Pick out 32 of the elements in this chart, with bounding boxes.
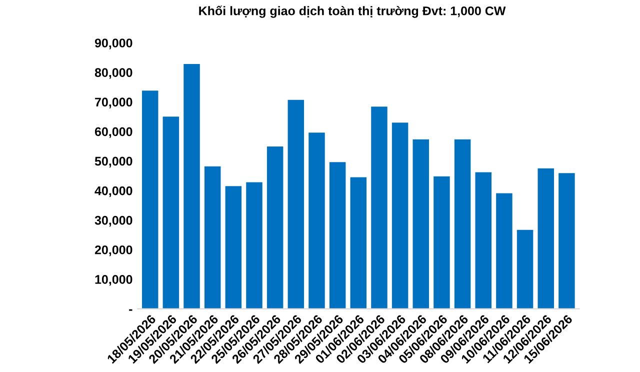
bar [142, 90, 158, 309]
bar [371, 106, 388, 309]
bar [246, 182, 262, 309]
chart-title: Khối lượng giao dịch toàn thị trường Đvt: 1,000 CW [199, 6, 506, 18]
y-tick-label: 90,000 [94, 38, 132, 50]
bar [558, 173, 575, 309]
y-tick-label: 60,000 [94, 127, 132, 138]
bar [329, 162, 346, 309]
bar [475, 172, 492, 309]
bar [454, 139, 471, 309]
bar [350, 177, 367, 309]
bar [288, 100, 304, 309]
y-tick-label: 30,000 [94, 216, 132, 227]
bar [162, 116, 180, 309]
y-tick-label: 40,000 [94, 186, 132, 198]
bar [308, 132, 325, 309]
y-tick-label: 70,000 [95, 98, 132, 108]
y-tick-label: 50,000 [94, 156, 132, 168]
bar [496, 193, 512, 309]
y-tick-label: - [129, 309, 132, 311]
bar [516, 230, 534, 309]
bar [538, 168, 554, 309]
bar [225, 186, 242, 309]
bar [184, 64, 200, 309]
bar [266, 146, 284, 309]
bar [392, 122, 408, 309]
y-tick-label: 80,000 [94, 68, 132, 79]
bar [434, 176, 450, 309]
y-tick-label: 20,000 [94, 245, 132, 256]
bar [204, 166, 221, 309]
bar [412, 139, 430, 309]
y-tick-label: 10,000 [95, 275, 132, 286]
